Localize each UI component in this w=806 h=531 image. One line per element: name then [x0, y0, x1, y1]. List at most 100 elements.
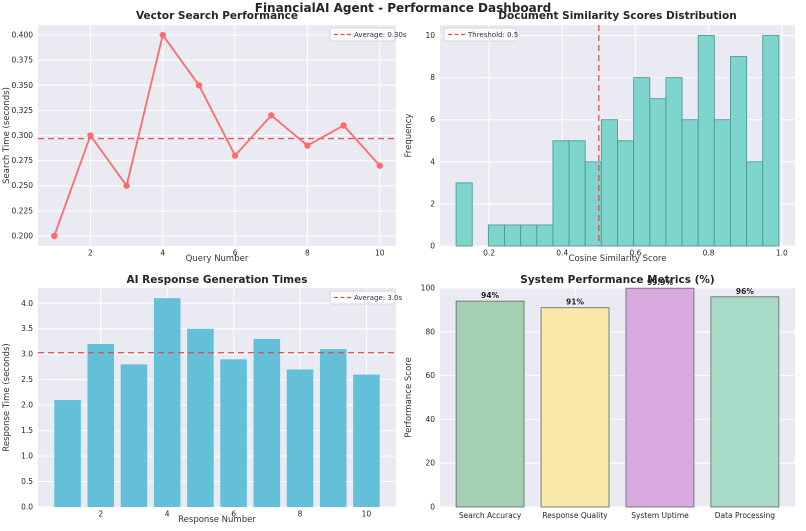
x-tick-label: 2 [98, 510, 103, 519]
y-tick-label: 0.325 [12, 106, 34, 115]
x-tick-label: 6 [233, 249, 238, 258]
y-tick-label: 0.375 [12, 56, 34, 65]
category-label: Search Accuracy [459, 511, 522, 520]
legend-average-search: Average: 0.30s [329, 27, 407, 42]
y-tick-label: 10 [425, 31, 435, 40]
data-point-marker [340, 122, 347, 129]
data-point-marker [87, 132, 94, 139]
x-tick-label: 8 [305, 249, 310, 258]
legend-label: Average: 3.0s [354, 294, 402, 302]
data-point-marker [159, 31, 166, 39]
xlabel-cosine-similarity: Cosine Similarity Score [569, 254, 667, 264]
data-point-marker [268, 112, 275, 119]
y-tick-label: 3.5 [21, 324, 33, 333]
data-point-marker [376, 162, 383, 169]
y-tick-label: 4.0 [21, 299, 33, 308]
x-tick-label: 1.0 [776, 249, 788, 258]
x-tick-label: 0.4 [556, 249, 568, 258]
ylabel-search-time: Search Time (seconds) [2, 87, 12, 184]
histogram-bar [665, 77, 683, 247]
histogram-bar [552, 140, 570, 247]
category-bar [455, 300, 525, 508]
y-tick-label: 3.0 [21, 350, 33, 359]
chart-3: 0 20 40 60 80 100 Search Accuracy Response Qual… [421, 278, 795, 520]
y-tick-label: 2.5 [21, 375, 33, 384]
xlabel-response-number: Response Number [178, 515, 256, 525]
histogram-bar [520, 224, 538, 247]
histogram-bar [633, 77, 651, 247]
ylabel-frequency: Frequency [404, 114, 414, 158]
histogram-bar [746, 161, 764, 247]
legend-threshold: Threshold: 0.5 [443, 27, 518, 42]
data-point-marker [51, 232, 58, 240]
bar [54, 400, 81, 507]
y-tick-label: 0.400 [12, 31, 34, 40]
y-tick-label: 1.5 [21, 426, 33, 435]
category-label: Response Quality [542, 511, 608, 520]
legend-label: Average: 0.30s [354, 31, 407, 39]
ylabel-performance-score: Performance Score [404, 357, 414, 437]
y-tick-label: 1.0 [21, 452, 33, 461]
figure-title: FinancialAI Agent - Performance Dashboar… [255, 1, 551, 15]
bar [253, 338, 281, 507]
histogram-bar [600, 119, 618, 247]
x-tick-label: 10 [375, 249, 385, 258]
chart-title-vector-search: Vector Search Performance [136, 10, 298, 22]
bar-value-label: 94% [481, 291, 499, 300]
x-tick-label: 10 [362, 510, 372, 519]
category-bar [710, 296, 780, 508]
histogram-bar [487, 224, 505, 247]
y-tick-label: 0.300 [12, 131, 34, 140]
chart-title-similarity-distribution: Document Similarity Scores Distribution [498, 10, 736, 22]
y-tick-label: 0.0 [21, 503, 33, 512]
bar [286, 369, 314, 507]
xlabel-query-number: Query Number [186, 254, 249, 264]
x-tick-label: 2 [88, 249, 93, 258]
chart-1: 0 2 4 6 8 10 0.2 0.4 0.6 0.8 1.0 [425, 25, 795, 258]
histogram-bar [681, 119, 699, 247]
line-series [53, 32, 381, 237]
data-point-marker [231, 152, 239, 159]
legend-average-response: Average: 3.0s [329, 290, 402, 305]
histogram-bar [584, 161, 602, 247]
y-tick-label: 60 [425, 371, 435, 380]
legend-frame [329, 290, 396, 305]
bar-value-label: 91% [566, 298, 584, 307]
x-tick-label: 4 [160, 249, 165, 258]
histogram-bar [536, 224, 554, 247]
legend-label: Threshold: 0.5 [467, 31, 518, 39]
legend-frame [329, 27, 396, 42]
chart-title-system-metrics: System Performance Metrics (%) [520, 274, 714, 286]
histogram-bar [504, 224, 522, 247]
y-tick-label: 6 [430, 115, 435, 124]
category-label: System Uptime [631, 511, 689, 520]
bar [319, 349, 347, 507]
y-tick-label: 2.0 [21, 401, 33, 410]
y-tick-label: 0 [430, 503, 435, 512]
y-tick-label: 0.200 [12, 231, 34, 240]
legend-frame [443, 27, 517, 42]
histogram-bar [730, 56, 748, 247]
x-tick-label: 8 [298, 510, 303, 519]
x-tick-label: 0.6 [629, 249, 641, 258]
y-tick-label: 0.5 [21, 477, 33, 486]
histogram-bar [762, 35, 780, 247]
chart-0: 0.200 0.225 0.250 0.275 0.300 0.325 0.350 0.375… [12, 25, 396, 258]
histogram-bar [568, 140, 586, 247]
bar [87, 344, 115, 507]
histogram-bar [455, 182, 473, 247]
chart-title-response-times: AI Response Generation Times [126, 274, 307, 286]
x-tick-label: 0.2 [483, 249, 495, 258]
y-tick-label: 0.275 [12, 156, 34, 165]
histogram-bar [649, 98, 667, 247]
y-tick-label: 40 [425, 415, 435, 424]
y-tick-label: 8 [430, 73, 435, 82]
y-tick-label: 0.350 [12, 81, 34, 90]
chart-2: 0.0 0.5 1.0 1.5 2.0 2.5 3.0 3.5 4.0 2 4 6 8 10 [21, 288, 396, 519]
x-tick-label: 4 [165, 510, 170, 519]
y-tick-label: 0.250 [12, 181, 34, 190]
charts-layer: 0.2000.2250.2500.2750.3000.3250.3500.375… [12, 25, 795, 520]
y-tick-label: 0 [430, 242, 435, 251]
bar-value-label: 99.9% [647, 278, 674, 287]
